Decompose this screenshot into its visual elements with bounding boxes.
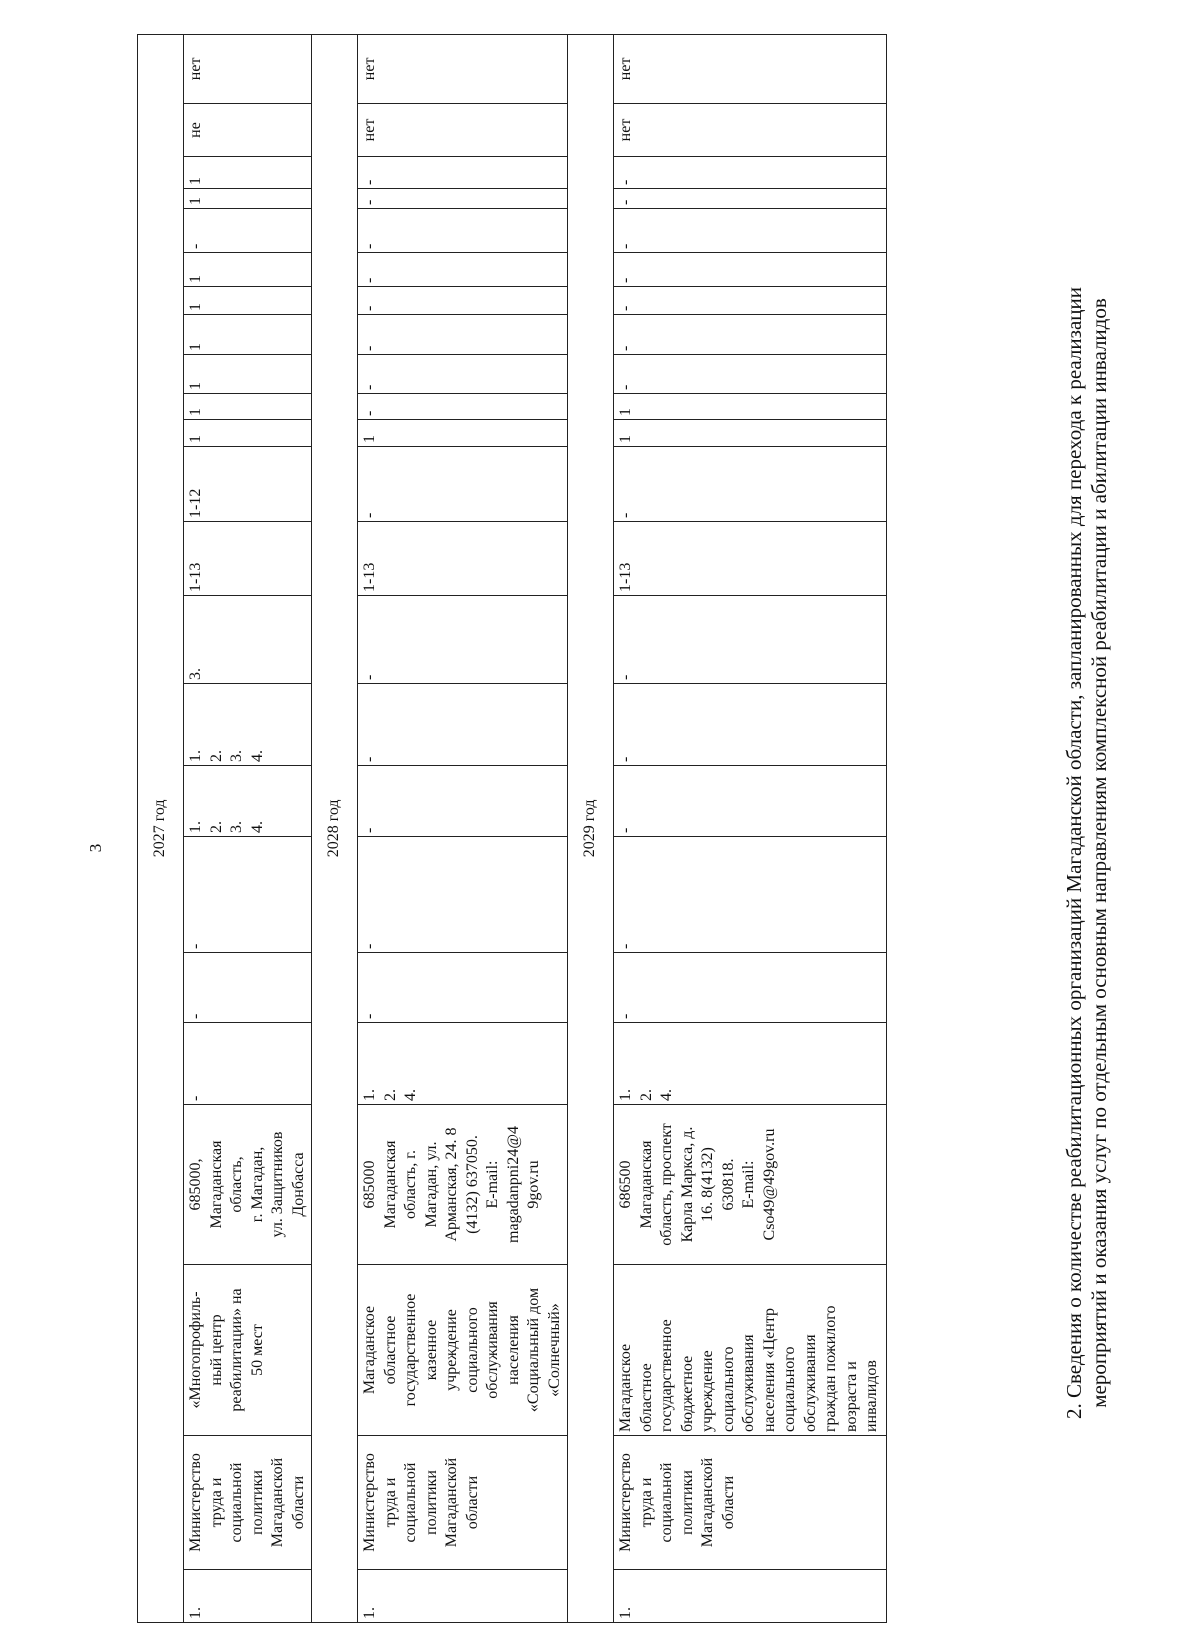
table-cell: - xyxy=(357,765,568,837)
table-cell: 1 xyxy=(183,252,312,287)
page-number: 3 xyxy=(86,843,105,853)
table-cell: 3. xyxy=(183,595,312,684)
table-cell: нет xyxy=(357,103,568,157)
table-cell: 1 xyxy=(183,354,312,394)
table-cell: - xyxy=(613,765,887,837)
table-cell: - xyxy=(357,595,568,684)
table-cell: - xyxy=(613,836,887,953)
year-label: 2027 год xyxy=(137,34,184,1623)
table-cell: Магаданское областное государственное бю… xyxy=(613,1264,887,1436)
table-cell: - xyxy=(357,354,568,394)
table-cell: - xyxy=(357,393,568,420)
table-cell: - xyxy=(613,252,887,287)
table-cell: - xyxy=(357,156,568,189)
table-cell: 1 xyxy=(613,419,887,447)
table-cell: - xyxy=(613,683,887,766)
year-label: 2029 год xyxy=(567,34,614,1623)
table-cell: 1. 2. 3. 4. xyxy=(183,765,312,837)
table-cell: нет xyxy=(613,34,887,104)
table-cell: 1 xyxy=(183,286,312,315)
table-cell: нет xyxy=(357,34,568,104)
table-cell: - xyxy=(183,1022,312,1105)
table-cell: - xyxy=(613,208,887,253)
table-cell: - xyxy=(183,836,312,953)
table-cell: 1-13 xyxy=(613,521,887,596)
year-header-row: 2028 год xyxy=(311,34,358,1623)
table-cell: - xyxy=(613,156,887,189)
table-cell: 1. xyxy=(357,1569,568,1623)
table-cell: - xyxy=(357,446,568,522)
table-cell: - xyxy=(613,286,887,315)
table-cell: - xyxy=(613,446,887,522)
heading-line-1: 2. Сведения о количестве реабилитационны… xyxy=(1062,287,1086,1420)
table-cell: - xyxy=(357,683,568,766)
table-cell: 1-12 xyxy=(183,446,312,522)
table-row: 1. Министерство труда и социальной полити… xyxy=(357,34,568,1623)
table-cell: Министерство труда и социальной политики… xyxy=(183,1435,312,1570)
table-cell: нет xyxy=(613,103,887,157)
heading-line-2: мероприятий и оказания услуг по отдельны… xyxy=(1087,298,1111,1408)
table-cell: - xyxy=(613,595,887,684)
table-cell: 1 xyxy=(183,156,312,189)
table-cell: нет xyxy=(183,34,312,104)
table-cell: не xyxy=(183,103,312,157)
section-heading: 2. Сведения о количестве реабилитационны… xyxy=(1062,153,1112,1553)
table-cell: 1. 2. 4. xyxy=(613,1022,887,1105)
table-row: 1. Министерство труда и социальной полити… xyxy=(613,34,887,1623)
table-cell: - xyxy=(613,354,887,394)
table-cell: 1 xyxy=(183,188,312,209)
table-cell: - xyxy=(357,208,568,253)
table-cell: 1. xyxy=(613,1569,887,1623)
table-cell: - xyxy=(357,252,568,287)
year-label: 2028 год xyxy=(311,34,358,1623)
table-cell: - xyxy=(357,836,568,953)
table-cell: - xyxy=(357,188,568,209)
table-cell: - xyxy=(357,952,568,1023)
table-cell: 685000 Магаданская область, г. Магадан, … xyxy=(357,1104,568,1265)
table-cell: - xyxy=(183,952,312,1023)
table-cell: 686500 Магаданская область, проспект Кар… xyxy=(613,1104,887,1265)
table-cell: 1-13 xyxy=(183,521,312,596)
table-row: 1. Министерство труда и социальной полити… xyxy=(183,34,312,1623)
table-cell: 1. 2. 4. xyxy=(357,1022,568,1105)
table-cell: 1 xyxy=(183,393,312,420)
table-cell: 1-13 xyxy=(357,521,568,596)
table-cell: - xyxy=(613,188,887,209)
table-cell: - xyxy=(357,314,568,355)
table-cell: 1 xyxy=(357,419,568,447)
rehabilitation-organizations-table: 2027 год 1. Министерство труда и социально… xyxy=(137,34,887,1623)
year-header-row: 2029 год xyxy=(567,34,614,1623)
table-cell: 1. xyxy=(183,1569,312,1623)
table-cell: Министерство труда и социальной политики… xyxy=(357,1435,568,1570)
table-cell: 1 xyxy=(183,419,312,447)
table-cell: - xyxy=(613,314,887,355)
table-cell: 1 xyxy=(183,314,312,355)
table-cell: - xyxy=(183,208,312,253)
table-cell: Магаданское областное государственное ка… xyxy=(357,1264,568,1436)
table-cell: 685000, Магаданская область, г. Магадан,… xyxy=(183,1104,312,1265)
table-cell: - xyxy=(357,286,568,315)
table-cell: 1. 2. 3. 4. xyxy=(183,683,312,766)
table-cell: 1 xyxy=(613,393,887,420)
table-cell: «Многопрофиль- ный центр реабилитации» н… xyxy=(183,1264,312,1436)
table-cell: Министерство труда и социальной политики… xyxy=(613,1435,887,1570)
year-header-row: 2027 год xyxy=(137,34,184,1623)
table-cell: - xyxy=(613,952,887,1023)
